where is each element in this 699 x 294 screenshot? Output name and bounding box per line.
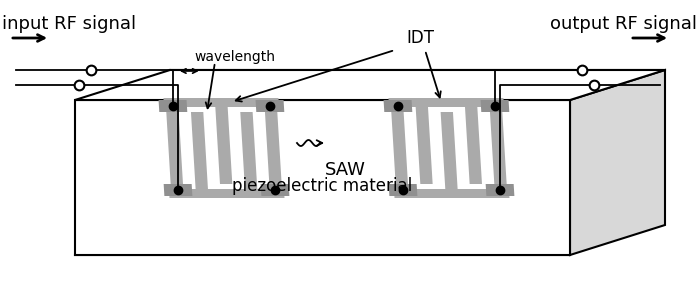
Text: SAW: SAW [324, 161, 366, 179]
Polygon shape [169, 189, 284, 198]
Text: wavelength: wavelength [194, 50, 275, 64]
Polygon shape [389, 184, 417, 196]
Polygon shape [465, 107, 482, 184]
Text: piezoelectric material: piezoelectric material [232, 176, 412, 195]
Polygon shape [480, 100, 510, 112]
Polygon shape [265, 107, 282, 184]
Polygon shape [416, 107, 433, 184]
Text: output RF signal: output RF signal [550, 15, 697, 33]
Polygon shape [391, 112, 408, 189]
Polygon shape [486, 184, 514, 196]
Polygon shape [389, 98, 504, 107]
Polygon shape [215, 107, 232, 184]
Text: input RF signal: input RF signal [2, 15, 136, 33]
Text: IDT: IDT [406, 29, 434, 47]
Polygon shape [490, 112, 507, 189]
Polygon shape [256, 100, 284, 112]
Polygon shape [570, 70, 665, 255]
Polygon shape [75, 70, 665, 100]
Polygon shape [384, 100, 412, 112]
Polygon shape [166, 107, 183, 184]
Polygon shape [440, 112, 458, 189]
Polygon shape [159, 100, 187, 112]
Polygon shape [191, 112, 208, 189]
Polygon shape [240, 112, 257, 189]
Polygon shape [164, 98, 279, 107]
Polygon shape [75, 100, 570, 255]
Polygon shape [261, 184, 289, 196]
Polygon shape [394, 189, 510, 198]
Polygon shape [164, 184, 192, 196]
